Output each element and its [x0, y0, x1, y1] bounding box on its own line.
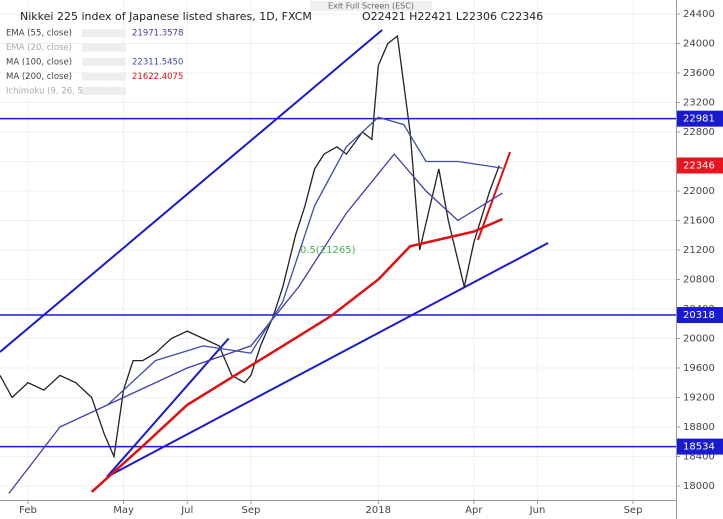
y-tick-label: 22800 — [683, 127, 715, 138]
indicator-line — [90, 217, 504, 493]
y-tick-label: 20000 — [683, 333, 715, 344]
y-tick-label: 18000 — [683, 481, 715, 492]
legend-name: MA (100, close) — [6, 58, 72, 68]
level-badge — [677, 110, 723, 127]
x-tick-label: Jul — [180, 505, 193, 516]
trend-line — [477, 151, 512, 241]
legend-value: 21971.3578 — [132, 29, 183, 39]
chart-title: Nikkei 225 index of Japanese listed shar… — [20, 10, 312, 23]
legend-name: Ichimoku (9, 26, 52, 26) — [6, 87, 108, 97]
trend-line — [0, 29, 383, 353]
trend-line — [106, 242, 549, 478]
level-badge — [677, 438, 723, 455]
fib-annotation: 0.5(21265) — [300, 245, 356, 256]
y-tick-label: 22000 — [683, 186, 715, 197]
x-tick-label: Jun — [529, 505, 546, 516]
trend-line — [106, 337, 230, 478]
indicator-line — [8, 153, 503, 494]
legend: EMA (55, close) 21971.3578 EMA (20, close)… — [6, 29, 183, 97]
x-tick-label: May — [113, 505, 134, 516]
legend-toggle[interactable] — [82, 87, 126, 95]
legend-toggle[interactable] — [82, 72, 126, 81]
level-label: 18534 — [683, 442, 715, 453]
plot — [0, 29, 676, 494]
axes: 1800018400188001920019600200002040020800… — [19, 9, 723, 516]
legend-value: 22311.5450 — [132, 58, 183, 68]
y-tick-label: 21200 — [683, 245, 715, 256]
indicator-line — [107, 116, 503, 406]
last-price-label: 22346 — [683, 160, 715, 171]
price-line — [0, 34, 500, 459]
legend-name: EMA (55, close) — [6, 29, 72, 39]
level-badge — [677, 307, 723, 324]
legend-toggle[interactable] — [82, 29, 126, 37]
y-tick-label: 24400 — [683, 9, 715, 20]
x-tick-label: Feb — [19, 505, 37, 516]
y-tick-label: 19600 — [683, 363, 715, 374]
legend-value: 21622.4075 — [132, 72, 183, 82]
level-label: 22981 — [683, 114, 715, 125]
ohlc-label: O22421 H22421 L22306 C22346 — [362, 10, 543, 23]
y-tick-label: 21600 — [683, 216, 715, 227]
y-tick-label: 18400 — [683, 451, 715, 462]
grid — [0, 0, 676, 500]
exit-label[interactable]: Exit Full Screen (ESC) — [328, 2, 414, 11]
y-tick-label: 23200 — [683, 98, 715, 109]
x-tick-label: 2018 — [366, 505, 391, 516]
exit-button[interactable] — [310, 1, 432, 11]
level-label: 20318 — [683, 310, 715, 321]
y-tick-label: 19200 — [683, 392, 715, 403]
legend-toggle[interactable] — [82, 43, 126, 52]
legend-toggle[interactable] — [82, 58, 126, 66]
x-tick-label: Apr — [465, 505, 483, 516]
x-tick-label: Sep — [241, 505, 260, 516]
y-tick-label: 24000 — [683, 39, 715, 50]
y-tick-label: 20800 — [683, 274, 715, 285]
x-tick-label: Sep — [624, 505, 643, 516]
legend-name: MA (200, close) — [6, 72, 72, 82]
y-tick-label: 18800 — [683, 422, 715, 433]
y-tick-label: 23600 — [683, 68, 715, 79]
legend-name: EMA (20, close) — [6, 43, 72, 53]
last-price-badge — [677, 157, 723, 174]
